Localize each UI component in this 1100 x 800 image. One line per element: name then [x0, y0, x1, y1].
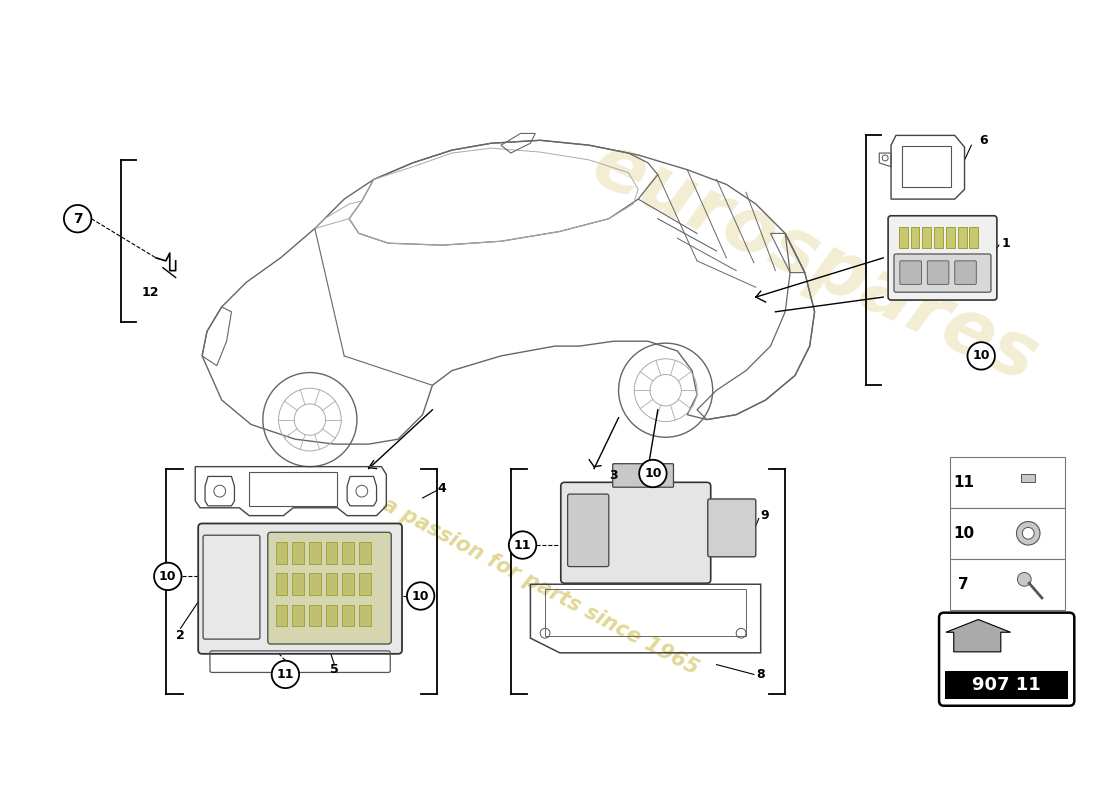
FancyBboxPatch shape [561, 482, 711, 583]
Bar [1022, 474, 1035, 482]
FancyBboxPatch shape [927, 261, 949, 284]
FancyBboxPatch shape [939, 613, 1075, 706]
FancyBboxPatch shape [267, 532, 392, 644]
FancyBboxPatch shape [198, 523, 402, 654]
FancyBboxPatch shape [568, 494, 608, 566]
Bar [949, 508, 1066, 558]
Text: 11: 11 [514, 538, 531, 551]
FancyBboxPatch shape [894, 254, 991, 292]
Text: 2: 2 [176, 629, 185, 642]
Circle shape [272, 661, 299, 688]
Bar [949, 558, 1066, 610]
Text: 4: 4 [438, 482, 447, 494]
Circle shape [509, 531, 537, 558]
Circle shape [1022, 527, 1034, 539]
Bar [309, 605, 321, 626]
Text: eurospares: eurospares [580, 127, 1049, 398]
Circle shape [407, 582, 434, 610]
Bar [934, 226, 943, 248]
Text: 10: 10 [953, 526, 975, 541]
Text: 5: 5 [330, 663, 339, 676]
Text: 10: 10 [645, 467, 661, 480]
Circle shape [968, 342, 994, 370]
Text: 3: 3 [609, 469, 618, 482]
Bar [249, 471, 338, 506]
Bar [911, 226, 920, 248]
FancyBboxPatch shape [955, 261, 977, 284]
Text: 907 11: 907 11 [972, 676, 1041, 694]
FancyBboxPatch shape [707, 499, 756, 557]
Polygon shape [946, 619, 1011, 652]
FancyBboxPatch shape [888, 216, 997, 300]
Bar [293, 574, 304, 595]
Bar [342, 542, 354, 564]
FancyBboxPatch shape [613, 464, 673, 487]
Bar [546, 589, 746, 636]
Bar [359, 605, 371, 626]
Text: 7: 7 [958, 577, 969, 592]
Bar [359, 574, 371, 595]
Bar [293, 605, 304, 626]
Bar [326, 542, 338, 564]
Text: 1: 1 [1002, 237, 1011, 250]
Text: 11: 11 [277, 668, 294, 681]
Bar [946, 226, 955, 248]
Text: 11: 11 [953, 475, 975, 490]
Bar [293, 542, 304, 564]
Circle shape [639, 460, 667, 487]
Text: 6: 6 [979, 134, 988, 146]
Text: 10: 10 [160, 570, 176, 583]
Bar [326, 605, 338, 626]
Bar [276, 542, 287, 564]
Text: a passion for parts since 1965: a passion for parts since 1965 [378, 494, 702, 678]
Circle shape [1016, 522, 1040, 545]
Text: 7: 7 [73, 212, 82, 226]
Bar [958, 226, 967, 248]
Bar [309, 574, 321, 595]
Bar [969, 226, 978, 248]
Circle shape [64, 205, 91, 233]
Bar [276, 574, 287, 595]
Bar [342, 605, 354, 626]
Circle shape [154, 562, 182, 590]
Text: 9: 9 [761, 509, 769, 522]
Text: 10: 10 [972, 350, 990, 362]
FancyBboxPatch shape [900, 261, 922, 284]
Bar [359, 542, 371, 564]
Circle shape [1018, 573, 1031, 586]
Bar [342, 574, 354, 595]
Bar [276, 605, 287, 626]
Text: 10: 10 [411, 590, 429, 602]
Bar [899, 226, 907, 248]
Bar [945, 671, 1068, 699]
Text: 8: 8 [756, 668, 764, 681]
Text: 12: 12 [142, 286, 158, 298]
Bar [949, 457, 1066, 508]
Bar [309, 542, 321, 564]
Bar [923, 226, 932, 248]
Bar [326, 574, 338, 595]
